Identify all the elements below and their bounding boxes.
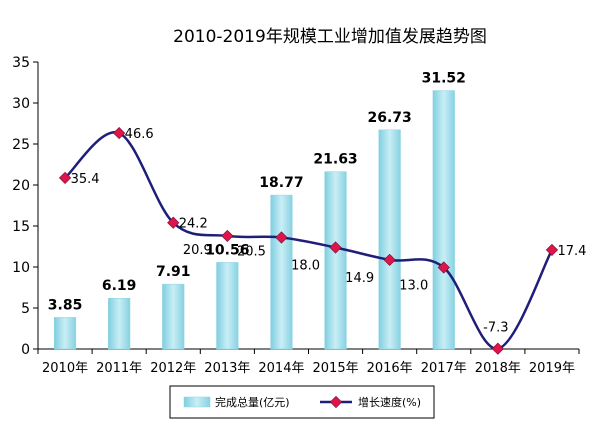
line-value-label: 17.4 bbox=[557, 244, 586, 259]
y-tick-label: 0 bbox=[21, 342, 30, 358]
bar bbox=[162, 283, 185, 350]
legend-box bbox=[169, 385, 435, 419]
legend: 完成总量(亿元) 增长速度(%) bbox=[169, 385, 435, 419]
growth-rate-line bbox=[64, 131, 554, 350]
bar-series: 3.85 6.19 7.91 10.56 18.77 21.63 26.73 31.52 bbox=[48, 71, 466, 350]
x-tick-label: 2013年 bbox=[204, 361, 250, 376]
x-axis: 2010年 2011年 2012年 2013年 2014年 2015年 2016年 2017年… bbox=[37, 348, 580, 376]
line-value-label: 18.0 bbox=[291, 259, 320, 274]
line-marker bbox=[58, 171, 72, 184]
x-tick-label: 2018年 bbox=[475, 361, 521, 376]
bar bbox=[108, 297, 131, 350]
line-value-label: 14.9 bbox=[345, 271, 374, 286]
y-tick-label: 35 bbox=[12, 55, 30, 71]
line-marker bbox=[383, 253, 396, 266]
line-value-label: 24.2 bbox=[179, 217, 208, 232]
bar bbox=[324, 171, 347, 350]
x-tick-label: 2017年 bbox=[421, 361, 467, 376]
line-marker bbox=[167, 216, 180, 229]
legend-bar-swatch bbox=[183, 396, 211, 408]
line-value-label: 46.6 bbox=[125, 127, 154, 142]
x-tick-label: 2010年 bbox=[42, 361, 88, 376]
legend-bar-label: 完成总量(亿元) bbox=[215, 395, 290, 409]
line-series: 35.4 46.6 24.2 20.9 20.5 18.0 14.9 13.0 -7.3 17.4 bbox=[58, 127, 586, 355]
x-tick-label: 2019年 bbox=[529, 361, 575, 376]
line-value-label: 20.5 bbox=[237, 245, 266, 260]
bar bbox=[53, 317, 77, 350]
chart-title: 2010-2019年规模工业增加值发展趋势图 bbox=[173, 27, 487, 47]
y-tick-label: 30 bbox=[12, 96, 30, 112]
bar-value-label: 3.85 bbox=[48, 297, 83, 313]
y-tick-label: 10 bbox=[12, 260, 30, 276]
legend-line-label: 增长速度(%) bbox=[358, 395, 421, 409]
bar-value-label: 31.52 bbox=[422, 71, 466, 87]
line-marker bbox=[437, 261, 450, 274]
x-tick-label: 2015年 bbox=[313, 361, 359, 376]
line-value-label: -7.3 bbox=[483, 321, 508, 336]
line-marker bbox=[113, 127, 126, 140]
bar bbox=[432, 90, 455, 350]
y-axis: 0 5 10 15 20 25 30 35 bbox=[12, 55, 39, 358]
y-tick-label: 5 bbox=[21, 301, 30, 317]
line-marker bbox=[491, 342, 504, 355]
bar-value-label: 7.91 bbox=[156, 264, 191, 280]
line-marker bbox=[275, 231, 288, 244]
x-tick-label: 2014年 bbox=[258, 361, 304, 376]
bar bbox=[270, 194, 293, 350]
line-value-label: 35.4 bbox=[71, 172, 100, 187]
legend-line-marker bbox=[329, 395, 343, 409]
bar-value-label: 21.63 bbox=[313, 152, 357, 168]
line-value-label: 20.9 bbox=[183, 243, 212, 258]
line-marker bbox=[221, 229, 234, 242]
bar-value-label: 26.73 bbox=[368, 110, 412, 126]
bar-value-label: 6.19 bbox=[102, 278, 137, 294]
x-tick-label: 2012年 bbox=[150, 361, 196, 376]
x-tick-label: 2016年 bbox=[367, 361, 413, 376]
y-tick-label: 20 bbox=[12, 178, 30, 194]
bar bbox=[216, 262, 239, 350]
x-tick-label: 2011年 bbox=[96, 361, 142, 376]
bar bbox=[378, 129, 401, 350]
y-tick-label: 15 bbox=[12, 219, 30, 235]
line-marker bbox=[329, 241, 342, 254]
bar-value-label: 10.56 bbox=[205, 242, 249, 258]
line-marker bbox=[545, 243, 559, 256]
line-value-label: 13.0 bbox=[399, 279, 428, 294]
bar-value-label: 18.77 bbox=[259, 175, 303, 191]
y-tick-label: 25 bbox=[12, 137, 30, 153]
